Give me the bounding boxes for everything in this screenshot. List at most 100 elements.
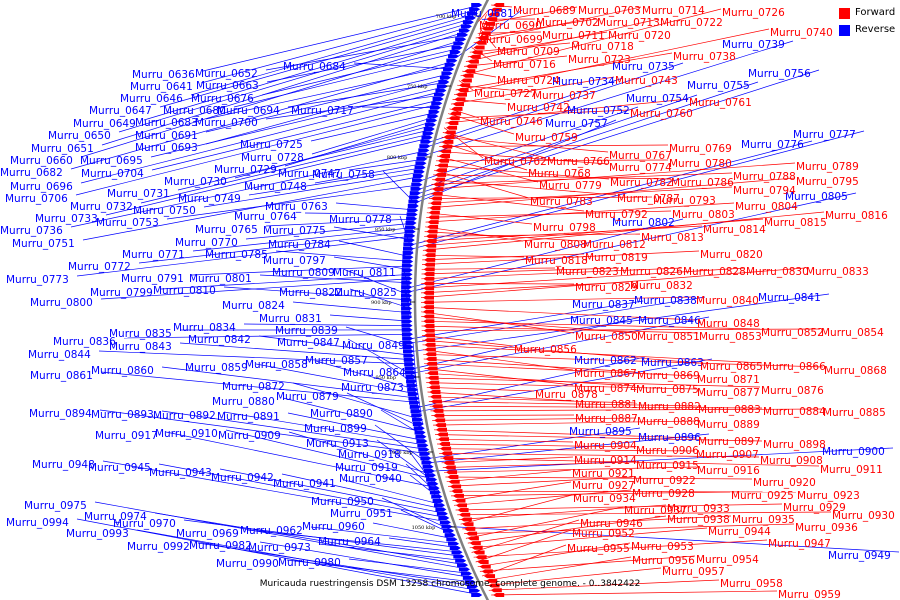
gene-label-murru-0828: Murru_0828 <box>683 266 746 278</box>
gene-arrow <box>431 101 443 106</box>
gene-arrow <box>453 554 465 559</box>
gene-label-murru-0716: Murru_0716 <box>493 59 556 71</box>
gene-arrow <box>423 286 435 291</box>
connector-line <box>475 529 572 563</box>
gene-label-murru-0680: Murru_0680 <box>163 105 226 117</box>
gene-arrow <box>464 580 476 585</box>
gene-label-murru-0746: Murru_0746 <box>480 116 543 128</box>
connector-line <box>261 47 462 96</box>
gene-label-murru-0729: Murru_0729 <box>214 164 277 176</box>
connector-line <box>471 519 580 553</box>
gene-arrow <box>420 139 432 144</box>
connector-line <box>259 541 473 579</box>
gene-arrow <box>404 229 416 234</box>
gene-label-murru-0713: Murru_0713 <box>597 17 660 29</box>
gene-arrow <box>454 498 466 503</box>
gene-arrow <box>431 191 443 196</box>
gene-label-murru-0954: Murru_0954 <box>696 554 759 566</box>
gene-arrow <box>423 328 435 333</box>
connector-line <box>481 544 567 577</box>
gene-arrow <box>443 135 455 140</box>
gene-arrow <box>446 470 458 475</box>
connector-line <box>457 511 832 516</box>
gene-label-murru-0880: Murru_0880 <box>212 396 275 408</box>
connector-line <box>105 137 432 216</box>
gene-arrow <box>431 404 443 409</box>
gene-label-murru-0818: Murru_0818 <box>525 255 588 267</box>
connector-line <box>225 429 437 480</box>
connector-line <box>287 81 449 108</box>
gene-arrow <box>417 443 429 448</box>
gene-label-murru-0832: Murru_0832 <box>630 280 693 292</box>
connector-line <box>428 396 638 404</box>
gene-label-murru-0866: Murru_0866 <box>763 361 826 373</box>
connector-line <box>333 256 412 271</box>
gene-label-murru-0837: Murru_0837 <box>572 299 635 311</box>
gene-arrow <box>401 285 413 290</box>
gene-label-murru-0853: Murru_0853 <box>699 331 762 343</box>
gene-label-murru-0743: Murru_0743 <box>615 75 678 87</box>
gene-label-murru-0994: Murru_0994 <box>6 517 69 529</box>
connector-line <box>75 102 442 196</box>
gene-label-murru-0786: Murru_0786 <box>671 177 734 189</box>
connector-line <box>460 8 722 77</box>
connector-line <box>265 218 417 227</box>
connector-line <box>292 382 423 421</box>
gene-arrow <box>444 465 456 470</box>
gene-label-murru-0834: Murru_0834 <box>173 322 236 334</box>
connector-line <box>421 267 556 270</box>
gene-arrow <box>409 191 421 196</box>
gene-label-murru-0917: Murru_0917 <box>95 430 158 442</box>
connector-line <box>421 267 620 275</box>
gene-label-murru-0750: Murru_0750 <box>133 205 196 217</box>
gene-arrow <box>435 507 447 512</box>
gene-label-murru-0944: Murru_0944 <box>708 526 771 538</box>
gene-label-murru-0813: Murru_0813 <box>641 232 704 244</box>
connector-line <box>423 225 703 242</box>
legend-forward-label: Forward <box>855 7 896 18</box>
gene-label-murru-0849: Murru_0849 <box>342 340 405 352</box>
connector-line <box>275 250 413 262</box>
gene-label-murru-0728: Murru_0728 <box>241 152 304 164</box>
gene-label-murru-0787: Murru_0787 <box>617 193 680 205</box>
connector-line <box>99 409 430 455</box>
connector-line <box>430 408 823 412</box>
connector-line <box>442 461 636 468</box>
connector-line <box>428 401 698 407</box>
gene-label-murru-0823: Murru_0823 <box>556 266 619 278</box>
connector-line <box>202 4 482 72</box>
gene-label-murru-0778: Murru_0778 <box>329 214 392 226</box>
gene-arrow <box>401 302 413 307</box>
connector-line <box>70 150 429 228</box>
connector-line <box>431 414 575 416</box>
gene-arrow <box>437 158 449 163</box>
connector-line <box>101 30 470 146</box>
gene-label-murru-0879: Murru_0879 <box>276 391 339 403</box>
connector-line <box>442 132 547 159</box>
gene-label-murru-0802: Murru_0802 <box>612 217 675 229</box>
connector-line <box>361 106 440 108</box>
connector-line <box>473 539 768 558</box>
gene-arrow <box>428 210 440 215</box>
gene-arrow <box>418 447 430 452</box>
gene-label-murru-0876: Murru_0876 <box>761 385 824 397</box>
connector-line <box>462 515 732 530</box>
gene-label-murru-0959: Murru_0959 <box>778 589 841 600</box>
gene-label-murru-0762: Murru_0762 <box>484 156 547 168</box>
gene-label-murru-0683: Murru_0683 <box>135 117 198 129</box>
gene-arrow <box>488 583 500 588</box>
connector-line <box>161 366 419 399</box>
connector-line <box>100 278 412 300</box>
gene-arrow <box>462 575 474 580</box>
gene-label-murru-0888: Murru_0888 <box>637 416 700 428</box>
gene-arrow <box>421 135 433 140</box>
connector-line <box>151 98 443 171</box>
gene-label-murru-0875: Murru_0875 <box>636 384 699 396</box>
scale-tick-label: 950 kbp <box>376 375 397 381</box>
connector-line <box>423 353 824 368</box>
gene-label-murru-0937: Murru_0937 <box>624 505 687 517</box>
gene-arrow <box>439 75 451 80</box>
gene-label-murru-0699: Murru_0699 <box>480 34 543 46</box>
gene-arrow <box>423 272 435 277</box>
